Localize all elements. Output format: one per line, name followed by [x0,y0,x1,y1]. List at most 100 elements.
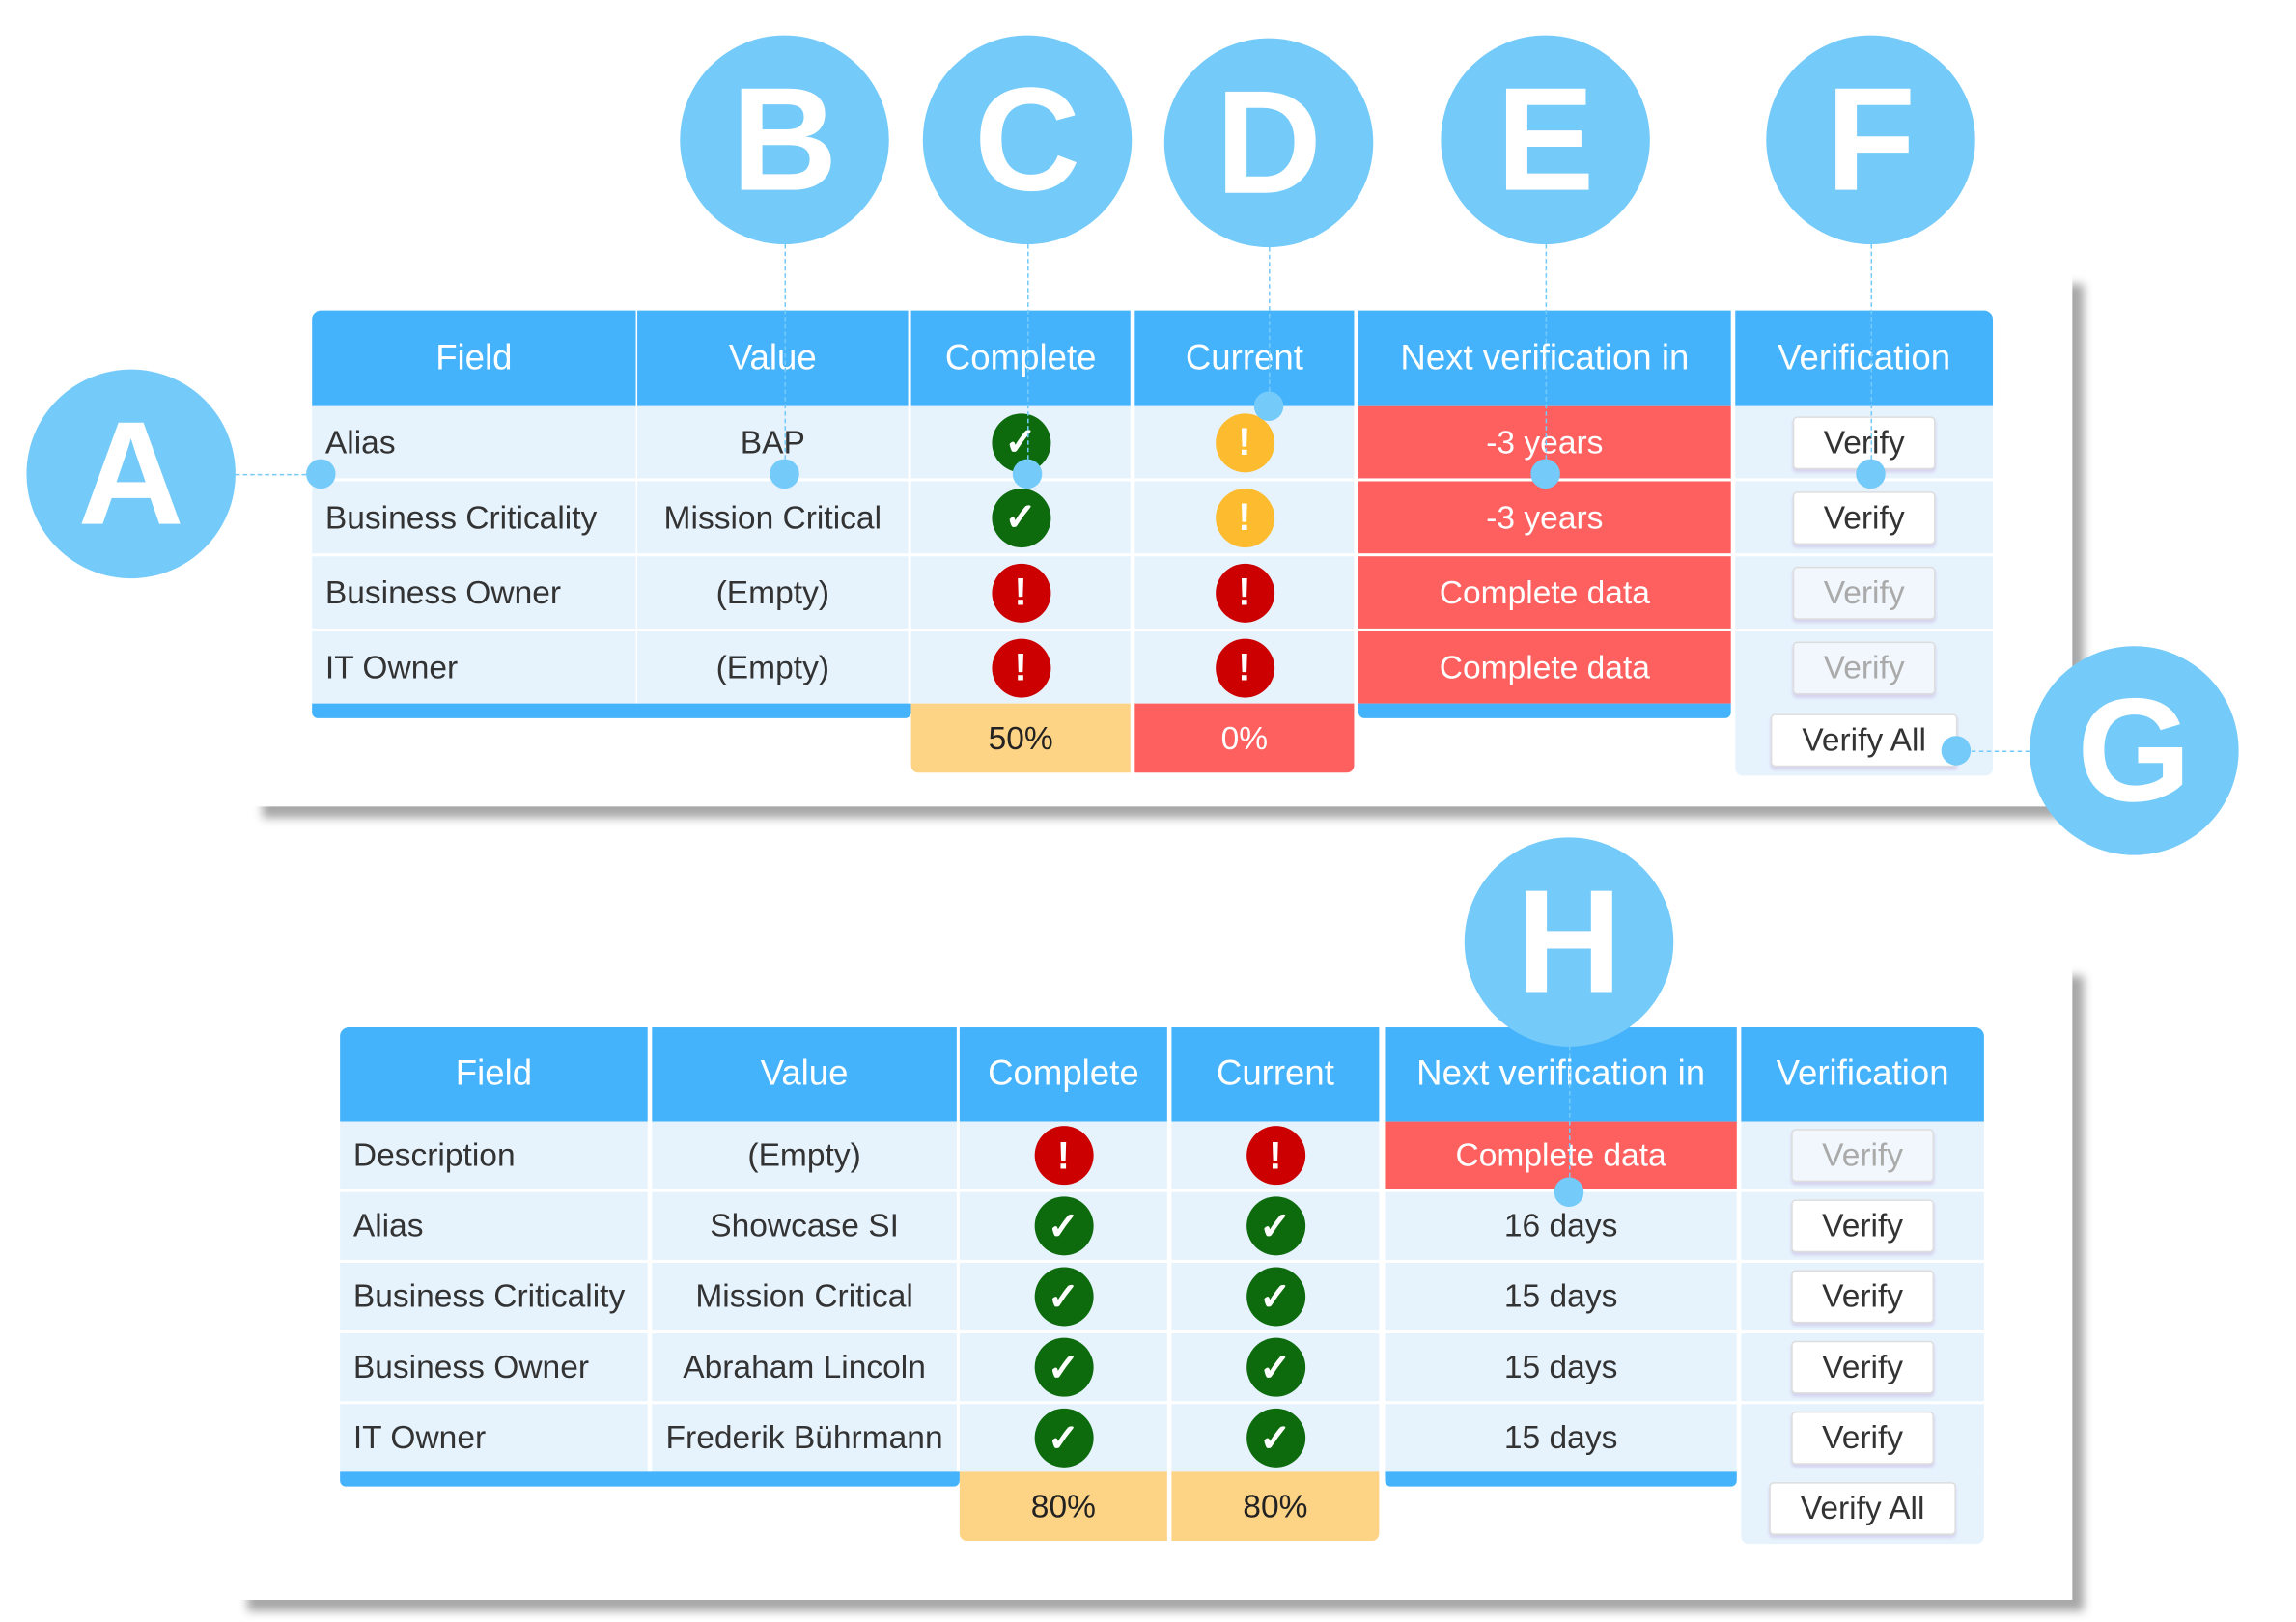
verify-button[interactable]: Verify [1791,1340,1935,1394]
field-value: (Empty) [637,630,909,704]
column-header: Verification [1741,1027,1984,1122]
check-circle-icon: ✓ [1246,1267,1305,1327]
error-circle-icon: ! [1246,1126,1305,1186]
callout-anchor-dot [1253,391,1284,421]
cell-current: ✓ [1171,1191,1380,1260]
callout-b: B [680,35,889,245]
field-name: Business Owner [312,556,636,629]
callout-leader-line [235,473,322,476]
verify-button[interactable]: Verify [1791,1199,1935,1253]
cell-complete: ! [910,556,1131,629]
verify-button[interactable]: Verify [1792,640,1936,694]
cell-complete: ✓ [910,406,1131,479]
check-circle-icon: ✓ [1033,1196,1093,1256]
next-verification: 15 days [1385,1262,1737,1331]
field-name: Business Criticality [312,481,636,554]
column-header: Verification [1735,310,1994,406]
callout-leader-line [1955,750,2030,752]
check-circle-icon: ✓ [1033,1408,1093,1468]
column-header: Value [652,1027,957,1122]
error-circle-icon: ! [1215,637,1274,697]
warning-circle-icon: ! [1215,488,1274,547]
check-circle-icon: ✓ [1246,1408,1305,1468]
column-header: Value [637,310,909,406]
field-name: IT Owner [340,1404,648,1472]
callout-e: E [1441,35,1650,245]
field-value: (Empty) [637,556,909,629]
field-value: (Empty) [652,1121,957,1189]
column-header: Complete [959,1027,1167,1122]
column-header: Current [1171,1027,1380,1122]
field-name: Alias [340,1191,648,1260]
verify-button[interactable]: Verify [1791,1270,1935,1324]
warning-circle-icon: ! [1215,412,1274,472]
callout-anchor-dot [1554,1177,1584,1208]
callout-leader-line [1870,244,1873,474]
check-circle-icon: ✓ [1033,1267,1093,1327]
footer-current-percent: 0% [1134,703,1355,773]
callout-leader-line [1027,244,1029,474]
error-circle-icon: ! [1215,563,1274,623]
check-circle-icon: ✓ [1033,1337,1093,1397]
field-value: Frederik Bührmann [652,1404,957,1472]
next-verification: Complete data [1358,630,1731,704]
next-verification: Complete data [1385,1121,1737,1189]
column-header: Current [1134,310,1355,406]
cell-current: ! [1134,630,1355,704]
verify-all-button[interactable]: Verify All [1771,713,1957,767]
next-verification: -3 years [1358,481,1731,554]
error-circle-icon: ! [991,563,1050,623]
callout-f: F [1766,35,1975,245]
verify-button[interactable]: Verify [1791,1411,1935,1465]
field-value: Showcase SI [652,1191,957,1260]
cell-complete: ✓ [959,1191,1167,1260]
cell-verify: Verify [1741,1121,1984,1189]
callout-c: C [922,35,1133,245]
verify-all-button[interactable]: Verify All [1769,1481,1956,1535]
cell-current: ✓ [1171,1404,1380,1472]
cell-verify: Verify [1735,481,1994,554]
cell-verify: Verify [1735,556,1994,629]
verify-button[interactable]: Verify [1791,1129,1935,1183]
column-header: Complete [910,310,1131,406]
callout-anchor-dot [1530,459,1560,489]
table-bottom-bar [1385,1471,1737,1487]
cell-current: ✓ [1171,1333,1380,1402]
field-name: Alias [312,406,636,479]
column-header: Field [312,310,636,406]
column-header: Next verification in [1358,310,1731,406]
cell-complete: ! [959,1121,1167,1189]
error-circle-icon: ! [991,637,1050,697]
field-value: Mission Critical [637,481,909,554]
cell-complete: ✓ [910,481,1131,554]
footer-complete-percent: 80% [959,1471,1167,1542]
next-verification: Complete data [1358,556,1731,629]
cell-complete: ! [910,630,1131,704]
callout-d: D [1163,38,1374,248]
verify-button[interactable]: Verify [1792,490,1936,545]
footer-complete-percent: 50% [910,703,1131,773]
cell-complete: ✓ [959,1333,1167,1402]
callout-leader-line [1569,1046,1571,1192]
table-bottom-bar [340,1471,960,1487]
callout-anchor-dot [770,459,799,489]
cell-complete: ✓ [959,1262,1167,1331]
cell-complete: ✓ [959,1404,1167,1472]
footer-current-percent: 80% [1171,1471,1380,1542]
field-value: Abraham Lincoln [652,1333,957,1402]
cell-verify: Verify [1741,1262,1984,1331]
cell-current: ! [1171,1121,1380,1189]
callout-a: A [26,369,236,579]
callout-h: H [1464,837,1674,1047]
callout-g: G [2030,646,2239,855]
callout-anchor-dot [306,459,336,489]
callout-anchor-dot [1012,459,1043,489]
table-bottom-bar [312,703,911,718]
callout-leader-line [784,244,787,474]
verify-button[interactable]: Verify [1792,566,1936,620]
field-name: Description [340,1121,648,1189]
error-circle-icon: ! [1033,1126,1093,1186]
footer-verify-all: Verify All [1741,1471,1984,1545]
cell-verify: Verify [1741,1404,1984,1472]
